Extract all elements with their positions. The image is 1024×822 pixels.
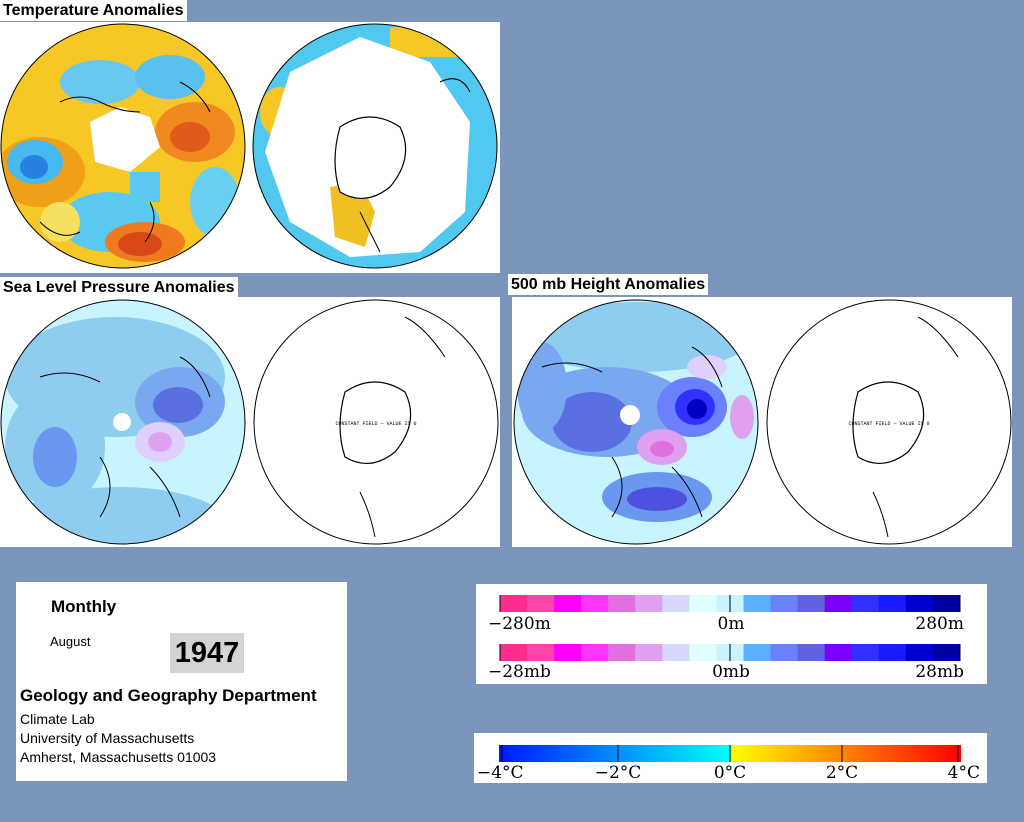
color-bar-step [554,595,582,612]
height-south-hemisphere: CONSTANT FIELD — VALUE IS 0 [766,299,1012,545]
slp-south-hemisphere: CONSTANT FIELD — VALUE IS 0 [253,299,499,545]
color-bar-step [878,595,907,612]
color-bar-step [527,644,555,661]
color-bar-step [770,644,799,661]
color-bar-step [662,644,690,661]
info-month: August [50,634,91,649]
color-bar-step [797,595,826,612]
info-address: Amherst, Massachusetts 01003 [20,749,217,765]
color-bar-step [635,644,663,661]
pressure-color-bar [499,644,961,661]
slp-map-panel: CONSTANT FIELD — VALUE IS 0 [0,297,500,547]
info-heading: Monthly [51,597,117,616]
color-bar-step [554,644,582,661]
color-bar-step [689,644,717,661]
slp-north-hemisphere [0,299,246,545]
color-bar-step [689,595,717,612]
info-university: University of Massachusetts [20,730,195,746]
color-bar-step [824,595,853,612]
height-constant-note: CONSTANT FIELD — VALUE IS 0 [848,421,929,427]
color-bar-step [743,595,772,612]
info-panel: Monthly August 1947 Geology and Geograph… [16,582,347,781]
height-legend-max: 280m [915,614,964,634]
color-bar-step [608,595,636,612]
info-lab: Climate Lab [20,711,95,727]
height-legend-min: −280m [488,614,551,634]
temperature-legend-panel: −4°C −2°C 0°C 2°C 4°C [474,733,987,783]
color-bar-step [851,595,880,612]
temperature-north-hemisphere [0,23,246,269]
height-map-panel: CONSTANT FIELD — VALUE IS 0 [512,297,1012,547]
color-bar-step [878,644,907,661]
color-bar-step [635,595,663,612]
color-bar-step [851,644,880,661]
color-bar-step [743,644,772,661]
color-bar-step [932,644,961,661]
color-bar-step [797,644,826,661]
color-bar-step [500,595,528,612]
color-bar-step [932,595,961,612]
height-north-hemisphere [513,299,759,545]
color-bar-step [608,644,636,661]
color-bar-step [500,644,528,661]
info-department: Geology and Geography Department [20,686,317,705]
height-legend-zero: 0m [718,614,745,634]
temp-legend-minus2: −2°C [595,763,642,783]
color-bar-step [905,595,934,612]
pressure-legend-zero: 0mb [712,662,750,682]
temp-legend-plus2: 2°C [826,763,858,783]
slp-title: Sea Level Pressure Anomalies [0,277,238,298]
slp-constant-note: CONSTANT FIELD — VALUE IS 0 [335,421,416,427]
info-year: 1947 [170,633,244,673]
color-bar-step [662,595,690,612]
temp-legend-minus4: −4°C [477,763,524,783]
temp-legend-plus4: 4°C [948,763,980,783]
pressure-legend-min: −28mb [488,662,551,682]
color-bar-step [527,595,555,612]
color-bar-step [824,644,853,661]
color-bar-step [581,644,609,661]
pressure-legend-max: 28mb [915,662,964,682]
height-title: 500 mb Height Anomalies [508,274,709,295]
anomaly-legend-panel: −280m 0m 280m −28mb 0mb 28mb [476,584,987,684]
temperature-title: Temperature Anomalies [0,0,187,21]
temperature-south-hemisphere [252,23,498,269]
height-color-bar [499,595,961,612]
color-bar-step [581,595,609,612]
color-bar-step [770,595,799,612]
temperature-map-panel [0,22,500,273]
color-bar-step [905,644,934,661]
temp-legend-zero: 0°C [714,763,746,783]
